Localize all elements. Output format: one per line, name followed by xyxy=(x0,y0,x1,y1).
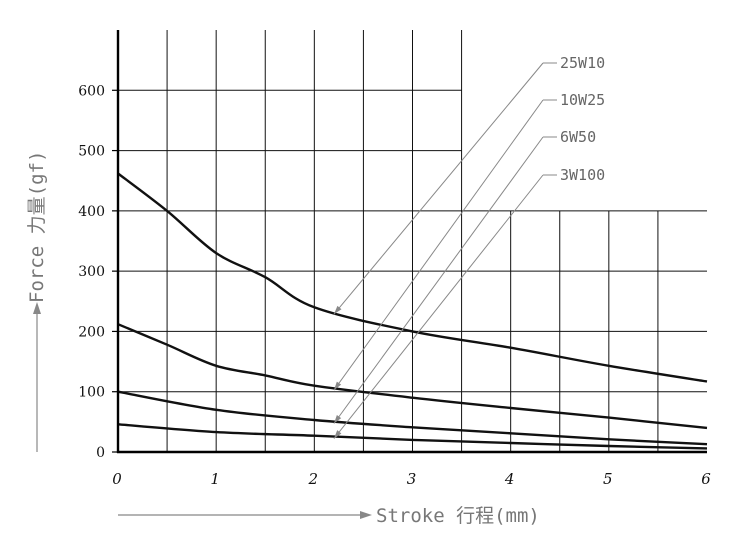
x-tick-label: 1 xyxy=(210,470,220,488)
y-tick-labels: 0 100 200 300 400 500 600 xyxy=(78,83,118,461)
series-label: 25W10 xyxy=(560,54,605,72)
x-tick-label: 6 xyxy=(701,470,711,488)
callout-arrowhead xyxy=(333,430,342,439)
y-tick-label: 0 xyxy=(96,445,105,461)
grid-lines xyxy=(118,30,707,452)
x-tick-label: 2 xyxy=(308,470,319,488)
callout-arrowhead xyxy=(333,414,342,424)
series-10w25-curve xyxy=(117,323,708,430)
callout-arrowhead xyxy=(333,305,342,315)
y-tick-label: 600 xyxy=(78,83,105,99)
series-callouts: 25W10 10W25 6W50 3W100 xyxy=(333,54,605,439)
x-tick-labels: 0 1 2 3 4 5 6 xyxy=(112,470,711,488)
y-tick-label: 100 xyxy=(78,385,105,401)
series-label: 6W50 xyxy=(560,128,596,146)
axes xyxy=(116,30,707,454)
series-3w100-curve xyxy=(117,423,708,450)
x-axis-title: Stroke 行程(mm) xyxy=(118,505,540,527)
x-axis-arrowhead xyxy=(360,511,372,519)
callout-leader-line xyxy=(333,174,544,439)
y-axis-label: Force 力量(gf) xyxy=(26,151,48,303)
series-label: 3W100 xyxy=(560,166,605,184)
y-tick-label: 400 xyxy=(78,204,105,220)
callout-leader-line xyxy=(333,62,544,315)
series-25w10-curve xyxy=(117,172,708,383)
y-axis-arrowhead xyxy=(33,302,41,314)
x-tick-label: 0 xyxy=(112,470,122,488)
callout-arrowhead xyxy=(333,381,342,391)
callout-leader-line xyxy=(333,99,544,391)
y-tick-label: 500 xyxy=(78,144,105,160)
curves xyxy=(117,172,708,450)
y-tick-label: 200 xyxy=(78,324,105,340)
callout-leader-line xyxy=(333,136,544,424)
series-label: 10W25 xyxy=(560,91,605,109)
y-axis-title: Force 力量(gf) xyxy=(26,151,48,452)
series-6w50-curve xyxy=(117,390,708,446)
x-tick-label: 3 xyxy=(407,470,417,488)
y-tick-label: 300 xyxy=(78,264,105,280)
x-axis-label: Stroke 行程(mm) xyxy=(376,505,540,527)
x-tick-label: 5 xyxy=(603,470,613,488)
x-tick-label: 4 xyxy=(504,470,515,488)
